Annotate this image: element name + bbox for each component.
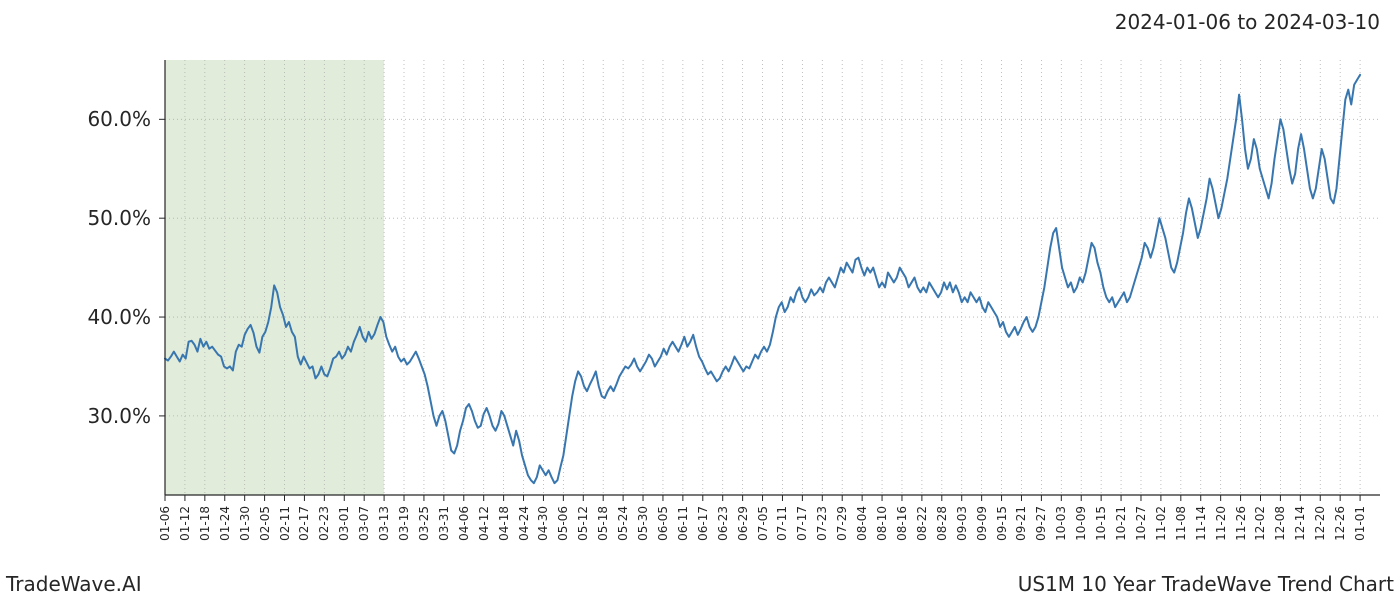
x-tick-label: 04-30 bbox=[536, 506, 550, 541]
x-tick-label: 07-05 bbox=[756, 506, 770, 541]
x-tick-label: 05-18 bbox=[596, 506, 610, 541]
footer-chart-name: US1M 10 Year TradeWave Trend Chart bbox=[1018, 572, 1394, 596]
x-tick-label: 08-16 bbox=[895, 506, 909, 541]
x-tick-label: 10-15 bbox=[1094, 506, 1108, 541]
x-tick-label: 09-09 bbox=[975, 506, 989, 541]
x-tick-label: 01-12 bbox=[178, 506, 192, 541]
x-tick-label: 07-23 bbox=[815, 506, 829, 541]
footer-brand: TradeWave.AI bbox=[6, 572, 142, 596]
x-tick-label: 07-17 bbox=[795, 506, 809, 541]
x-tick-label: 08-22 bbox=[915, 506, 929, 541]
x-tick-label: 12-14 bbox=[1293, 506, 1307, 541]
x-tick-label: 12-26 bbox=[1333, 506, 1347, 541]
chart-svg bbox=[165, 60, 1380, 495]
x-tick-label: 03-25 bbox=[417, 506, 431, 541]
x-tick-label: 01-01 bbox=[1353, 506, 1367, 541]
x-tick-label: 03-31 bbox=[437, 506, 451, 541]
x-tick-label: 02-11 bbox=[278, 506, 292, 541]
plot-area bbox=[165, 60, 1380, 495]
y-tick-label: 60.0% bbox=[87, 107, 151, 131]
x-tick-label: 02-05 bbox=[258, 506, 272, 541]
x-tick-label: 03-07 bbox=[357, 506, 371, 541]
x-tick-label: 11-02 bbox=[1154, 506, 1168, 541]
x-tick-label: 11-20 bbox=[1214, 506, 1228, 541]
x-tick-label: 11-26 bbox=[1234, 506, 1248, 541]
x-tick-label: 03-01 bbox=[337, 506, 351, 541]
x-tick-label: 04-06 bbox=[457, 506, 471, 541]
x-tick-label: 02-23 bbox=[317, 506, 331, 541]
x-tick-label: 04-24 bbox=[517, 506, 531, 541]
x-tick-label: 08-10 bbox=[875, 506, 889, 541]
x-tick-label: 06-05 bbox=[656, 506, 670, 541]
y-axis-labels: 30.0% 40.0% 50.0% 60.0% bbox=[0, 60, 155, 495]
x-tick-label: 02-17 bbox=[297, 506, 311, 541]
x-tick-label: 05-12 bbox=[576, 506, 590, 541]
x-tick-label: 06-29 bbox=[736, 506, 750, 541]
x-tick-label: 10-03 bbox=[1054, 506, 1068, 541]
x-tick-label: 03-13 bbox=[377, 506, 391, 541]
x-tick-label: 04-12 bbox=[477, 506, 491, 541]
x-tick-label: 10-09 bbox=[1074, 506, 1088, 541]
x-tick-label: 11-14 bbox=[1194, 506, 1208, 541]
x-tick-label: 06-23 bbox=[716, 506, 730, 541]
x-tick-label: 08-28 bbox=[935, 506, 949, 541]
x-tick-label: 12-20 bbox=[1313, 506, 1327, 541]
x-tick-label: 05-06 bbox=[556, 506, 570, 541]
x-tick-label: 06-17 bbox=[696, 506, 710, 541]
x-tick-label: 10-21 bbox=[1114, 506, 1128, 541]
x-tick-label: 11-08 bbox=[1174, 506, 1188, 541]
date-range-title: 2024-01-06 to 2024-03-10 bbox=[1115, 10, 1380, 34]
y-tick-label: 50.0% bbox=[87, 206, 151, 230]
y-tick-label: 30.0% bbox=[87, 404, 151, 428]
chart-container: 2024-01-06 to 2024-03-10 30.0% 40.0% 50.0%… bbox=[0, 0, 1400, 600]
x-tick-label: 07-11 bbox=[775, 506, 789, 541]
x-tick-label: 12-02 bbox=[1253, 506, 1267, 541]
x-tick-label: 03-19 bbox=[397, 506, 411, 541]
x-tick-label: 10-27 bbox=[1134, 506, 1148, 541]
x-tick-label: 09-21 bbox=[1014, 506, 1028, 541]
x-tick-label: 01-06 bbox=[158, 506, 172, 541]
x-tick-label: 01-30 bbox=[238, 506, 252, 541]
x-tick-label: 04-18 bbox=[497, 506, 511, 541]
x-tick-label: 07-29 bbox=[835, 506, 849, 541]
x-tick-label: 09-27 bbox=[1034, 506, 1048, 541]
x-tick-label: 01-24 bbox=[218, 506, 232, 541]
x-tick-label: 09-15 bbox=[995, 506, 1009, 541]
x-axis-labels: 01-0601-1201-1801-2401-3002-0502-1102-17… bbox=[165, 500, 1380, 560]
x-tick-label: 12-08 bbox=[1273, 506, 1287, 541]
x-tick-label: 01-18 bbox=[198, 506, 212, 541]
x-tick-label: 09-03 bbox=[955, 506, 969, 541]
y-tick-label: 40.0% bbox=[87, 305, 151, 329]
x-tick-label: 06-11 bbox=[676, 506, 690, 541]
x-tick-label: 05-30 bbox=[636, 506, 650, 541]
x-tick-label: 08-04 bbox=[855, 506, 869, 541]
x-tick-label: 05-24 bbox=[616, 506, 630, 541]
